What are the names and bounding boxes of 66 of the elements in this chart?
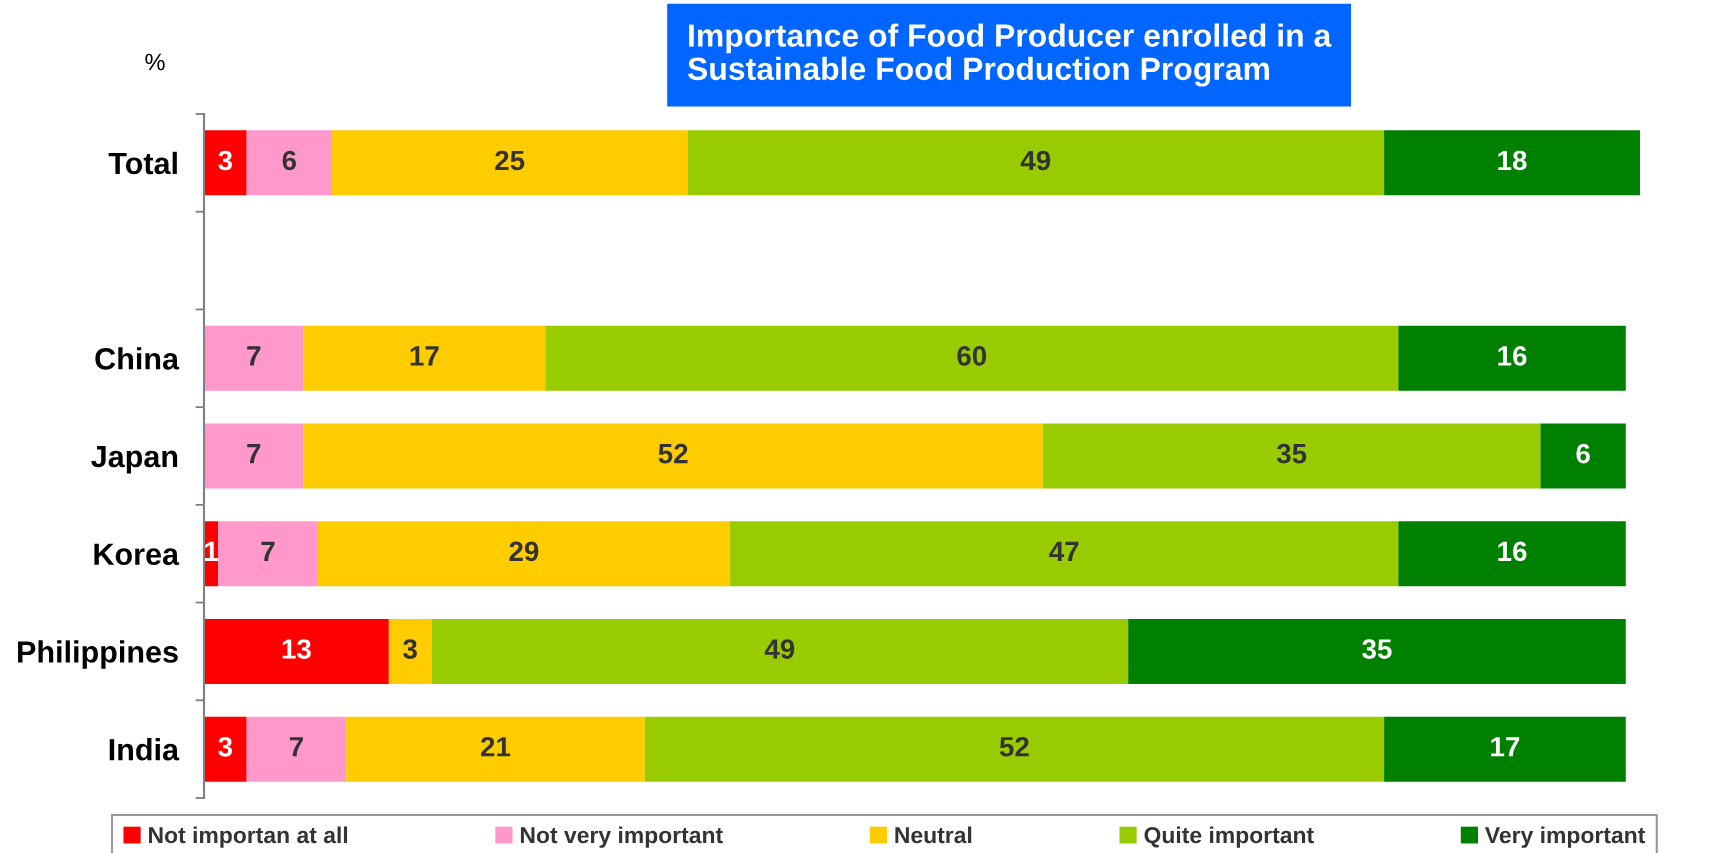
data-label: 1 xyxy=(205,541,219,561)
bar xyxy=(1042,423,1541,489)
bar xyxy=(1384,130,1640,196)
legend-label: Very important xyxy=(1485,826,1646,848)
data-label: 47 xyxy=(1049,541,1079,561)
y-tick-label: China xyxy=(95,347,180,370)
bar xyxy=(246,130,332,196)
bar xyxy=(204,130,247,196)
bar xyxy=(204,325,304,391)
legend-label: Neutral xyxy=(895,826,972,844)
legend-label: Not importan at all xyxy=(149,826,348,848)
data-label: 7 xyxy=(261,541,275,561)
data-label: 3 xyxy=(403,639,417,659)
data-label: 49 xyxy=(1020,150,1051,171)
legend-label: Not very important xyxy=(520,826,723,848)
bar xyxy=(431,618,1129,684)
bar xyxy=(1540,423,1626,489)
data-label: 6 xyxy=(1576,443,1590,464)
data-label: 18 xyxy=(1498,150,1527,171)
bar xyxy=(1398,521,1626,587)
bar xyxy=(346,716,645,782)
data-label: 35 xyxy=(1362,639,1392,659)
data-label: 35 xyxy=(1276,443,1307,464)
data-label: 25 xyxy=(495,150,525,171)
data-label: 3 xyxy=(218,150,233,171)
bar xyxy=(644,716,1385,782)
data-label: 13 xyxy=(282,639,311,659)
chart-title: Importance of Food Producer enrolled in a Sustainable Food Production Program xyxy=(687,23,1332,87)
bar xyxy=(1128,618,1626,684)
data-label: 60 xyxy=(957,346,987,366)
data-label: 52 xyxy=(658,443,688,464)
bar xyxy=(730,521,1399,587)
bar xyxy=(204,618,389,684)
text: % xyxy=(145,53,165,71)
data-label: 3 xyxy=(218,736,233,757)
bar xyxy=(218,521,318,587)
bar xyxy=(1398,325,1626,391)
data-label: 6 xyxy=(282,150,297,171)
bar xyxy=(317,521,731,587)
y-tick-label: India xyxy=(109,738,180,761)
data-label: 16 xyxy=(1498,541,1527,562)
bar xyxy=(1384,716,1626,782)
bar xyxy=(204,716,247,782)
bar xyxy=(331,130,688,196)
data-label: 7 xyxy=(247,444,261,464)
bar xyxy=(388,618,432,684)
bar xyxy=(545,325,1399,391)
data-label: 7 xyxy=(247,346,261,366)
data-label: 17 xyxy=(410,346,439,366)
data-label: 7 xyxy=(289,737,303,757)
y-tick-label: Japan xyxy=(91,446,178,474)
bar xyxy=(204,423,304,489)
data-label: 52 xyxy=(999,736,1029,757)
bar xyxy=(303,325,546,391)
data-label: 29 xyxy=(509,541,539,562)
y-tick-label: Korea xyxy=(94,543,180,566)
data-label: 21 xyxy=(480,736,511,757)
data-label: 16 xyxy=(1498,346,1527,366)
data-label: 17 xyxy=(1491,737,1520,757)
bar xyxy=(303,423,1043,489)
y-tick-label: Total xyxy=(108,151,177,175)
y-tick-label: Philippines xyxy=(18,640,178,669)
data-label: 49 xyxy=(764,639,795,659)
bar xyxy=(246,716,347,782)
bar xyxy=(687,130,1385,196)
legend-label: Quite important xyxy=(1144,826,1314,848)
